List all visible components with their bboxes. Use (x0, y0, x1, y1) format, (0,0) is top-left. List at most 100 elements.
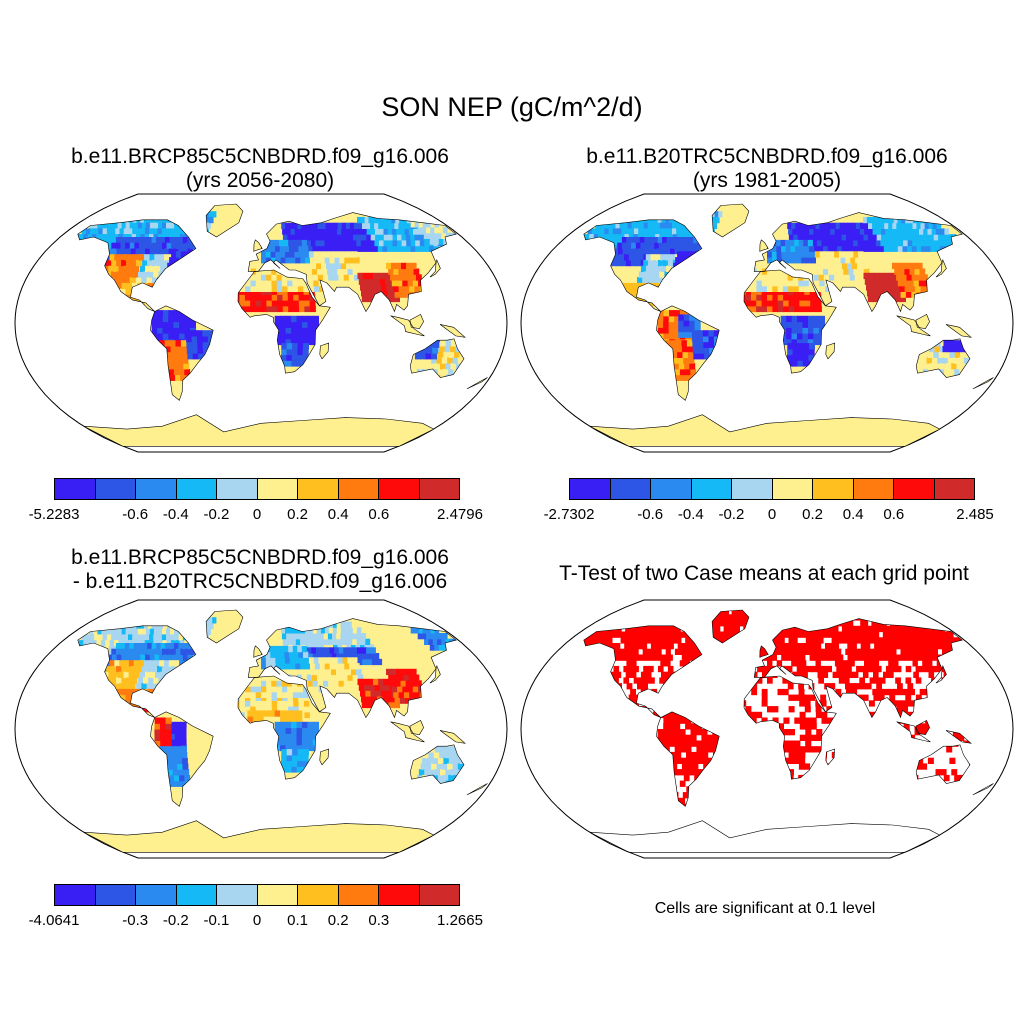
data-cell (333, 680, 340, 687)
data-cell (166, 242, 172, 249)
data-cell (816, 257, 822, 264)
map-case2 (520, 193, 1014, 453)
data-cell (356, 638, 362, 645)
data-cell (356, 668, 362, 676)
data-cell (111, 248, 118, 255)
data-cell (441, 638, 447, 645)
data-cell (161, 259, 168, 267)
data-cell (126, 677, 133, 684)
data-cell (920, 222, 926, 229)
data-cell (261, 268, 267, 275)
data-cell (668, 222, 673, 229)
data-cell (360, 690, 366, 697)
data-cell (892, 222, 897, 229)
data-cell (825, 257, 832, 264)
data-cell (828, 268, 834, 275)
significant-cell (674, 740, 681, 747)
data-cell (632, 248, 638, 255)
data-cell (807, 222, 812, 229)
data-cell (642, 228, 648, 235)
data-cell (619, 254, 625, 261)
data-cell (419, 239, 425, 247)
data-cell (311, 668, 317, 676)
data-cell (358, 228, 363, 235)
significant-cell (810, 723, 817, 730)
data-cell (789, 239, 795, 247)
data-cell (124, 237, 130, 244)
data-cell (678, 314, 685, 321)
data-cell (401, 245, 407, 252)
data-cell (261, 700, 267, 707)
data-cell (109, 222, 115, 229)
significant-cell (723, 625, 729, 633)
data-cell (361, 701, 368, 709)
data-cell (869, 245, 876, 252)
significant-cell (711, 620, 716, 627)
data-cell (276, 280, 283, 287)
data-cell (294, 228, 300, 235)
data-cell (157, 665, 163, 673)
data-cell (161, 665, 168, 673)
data-cell (925, 239, 931, 247)
data-cell (448, 368, 454, 376)
data-cell (800, 251, 806, 258)
data-cell (332, 251, 339, 258)
data-cell (916, 222, 922, 229)
significant-cell (633, 625, 638, 633)
data-cell (261, 300, 267, 307)
data-cell (279, 245, 285, 252)
data-cell (685, 368, 691, 376)
significant-cell (679, 734, 686, 741)
significant-cell (686, 643, 692, 650)
significant-cell (702, 751, 709, 759)
data-cell (250, 700, 257, 707)
significant-cell (718, 620, 723, 627)
data-cell (931, 228, 937, 235)
data-cell (434, 769, 441, 776)
data-cell (365, 284, 372, 291)
data-cell (138, 254, 144, 261)
data-cell (115, 648, 122, 655)
data-cell (353, 234, 359, 241)
significant-cell (788, 706, 795, 713)
data-cell (349, 228, 355, 235)
data-cell (312, 315, 319, 323)
data-cell (115, 634, 121, 641)
data-cell (369, 278, 376, 285)
significant-cell (651, 631, 656, 638)
significant-cell (650, 637, 656, 644)
data-cell (880, 222, 885, 229)
data-cell (951, 363, 958, 370)
significant-cell (821, 711, 828, 719)
data-cell (803, 343, 810, 350)
data-cell (297, 760, 303, 767)
significant-cell (788, 746, 795, 753)
data-cell (892, 284, 899, 291)
data-cell (270, 657, 276, 664)
data-cell (672, 228, 677, 235)
data-cell (252, 716, 259, 723)
data-cell (287, 234, 293, 241)
data-cell (323, 680, 329, 687)
data-cell (949, 351, 956, 358)
data-cell (266, 700, 273, 707)
data-cell (371, 658, 378, 666)
coastline-northAmerica (583, 219, 703, 312)
data-cell (317, 653, 323, 660)
data-cell (792, 354, 799, 361)
data-cell (374, 684, 381, 691)
data-cell (816, 239, 822, 247)
data-cell (125, 242, 131, 249)
significant-cell (788, 694, 795, 701)
data-cell (657, 315, 664, 323)
significant-cell (792, 671, 798, 678)
data-cell (285, 721, 292, 729)
data-cell (290, 710, 297, 717)
significant-cell (615, 654, 621, 661)
data-cell (258, 710, 265, 717)
data-cell (288, 706, 294, 713)
significant-cell (784, 643, 790, 650)
data-cell (250, 300, 257, 307)
data-cell (388, 701, 395, 709)
data-cell (184, 774, 191, 782)
